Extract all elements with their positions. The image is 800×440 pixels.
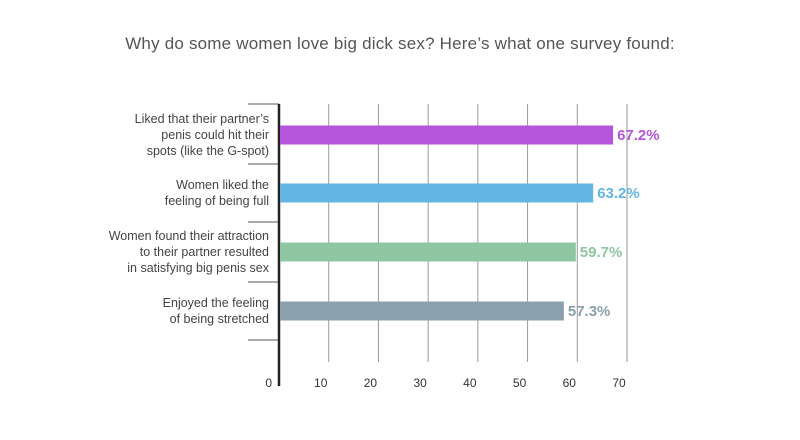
category-label-line: Liked that their partner’s <box>135 112 269 126</box>
x-tick-label-30: 30 <box>413 376 427 390</box>
category-label-line: to their partner resulted <box>140 245 269 259</box>
value-label-0: 67.2% <box>617 127 660 144</box>
x-tick-label-50: 50 <box>513 376 527 390</box>
value-label-2: 59.7% <box>580 244 623 261</box>
bar-2 <box>280 242 576 262</box>
category-label-line: penis could hit their <box>161 128 269 142</box>
x-tick-label-70: 70 <box>612 376 626 390</box>
x-tick-label-40: 40 <box>463 376 477 390</box>
x-tick-label-10: 10 <box>314 376 328 390</box>
category-label-line: of being stretched <box>170 312 269 326</box>
category-label-line: Women found their attraction <box>109 229 269 243</box>
category-label-line: feeling of being full <box>165 194 269 208</box>
category-label-line: in satisfying big penis sex <box>127 261 269 275</box>
category-label-line: Women liked the <box>176 178 269 192</box>
x-tick-label-60: 60 <box>563 376 577 390</box>
category-label-line: Enjoyed the feeling <box>163 296 269 310</box>
bar-0 <box>280 125 614 145</box>
category-label-3: Enjoyed the feeling of being stretched <box>163 296 269 326</box>
x-tick-label-0: 0 <box>265 376 272 390</box>
value-label-3: 57.3% <box>568 303 611 320</box>
category-label-line: spots (like the G-spot) <box>147 144 269 158</box>
x-tick-label-20: 20 <box>364 376 378 390</box>
value-label-1: 63.2% <box>597 185 640 202</box>
category-label-0: Liked that their partner’s penis could hi… <box>135 112 269 158</box>
bar-1 <box>280 183 594 203</box>
bar-3 <box>280 301 564 321</box>
category-label-1: Women liked the feeling of being full <box>165 178 269 208</box>
chart-title: Why do some women love big dick sex? Her… <box>125 34 675 53</box>
category-label-2: Women found their attraction to their par… <box>109 229 270 275</box>
